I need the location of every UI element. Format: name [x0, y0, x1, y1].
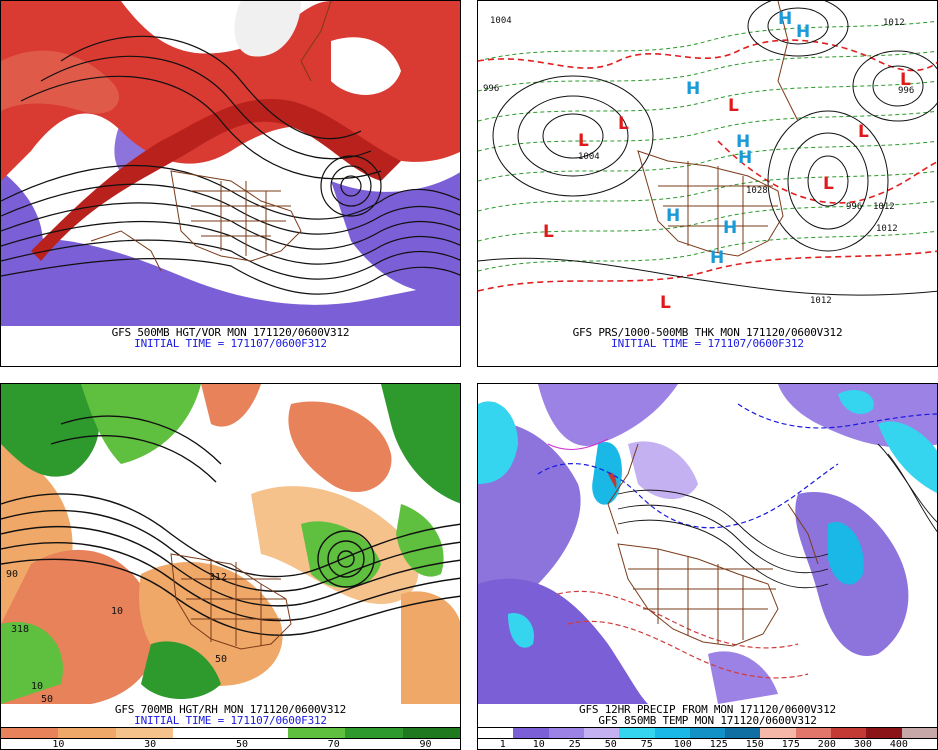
- legend-swatch: [287, 728, 347, 738]
- legend-swatch: [901, 728, 937, 738]
- high-pressure-label: H: [738, 148, 752, 168]
- legend-tick-label: 30: [144, 739, 157, 750]
- isobar-value: 1012: [810, 296, 832, 306]
- pressure-thickness-map: L L L L L L L L H H H H H H H H 1004 101…: [478, 1, 937, 326]
- legend-swatch: [115, 728, 175, 738]
- caption-line-2: INITIAL TIME = 171107/0600F312: [611, 337, 804, 350]
- legend-swatch: [513, 728, 550, 738]
- low-pressure-label: L: [618, 114, 629, 134]
- legend-tick-label: 150: [745, 739, 764, 750]
- contour-value: 318: [11, 624, 29, 635]
- caption-line-1: GFS 700MB HGT/RH MON 171120/0600V312: [114, 703, 347, 716]
- high-pressure-label: H: [666, 206, 680, 226]
- high-pressure-label: H: [723, 218, 737, 238]
- isobar-value: 1028: [746, 186, 768, 196]
- isobar-value: 996: [846, 202, 862, 212]
- isobar-value: 1012: [883, 18, 905, 28]
- legend-swatch: [58, 728, 117, 738]
- precipitation-map-graphic: [478, 384, 937, 704]
- legend-tick-label: 10: [52, 739, 65, 750]
- legend-tick-label: 175: [781, 739, 800, 750]
- caption-line-1: GFS 500MB HGT/VOR MON 171120/0600V312: [111, 326, 350, 339]
- low-pressure-label: L: [823, 174, 834, 194]
- high-pressure-label: H: [710, 248, 724, 268]
- legend-tick-label: 300: [853, 739, 872, 750]
- legend-swatch: [345, 728, 404, 738]
- low-pressure-label: L: [660, 293, 671, 313]
- pressure-map-graphic: L L L L L L L L H H H H H H H H 1004 101…: [478, 1, 937, 326]
- isobar-value: 1004: [578, 152, 600, 162]
- isobar-value: 1004: [490, 16, 512, 26]
- isobar-value: 1012: [876, 224, 898, 234]
- legend-tick-label: 50: [235, 739, 248, 750]
- contour-value: 90: [6, 569, 18, 580]
- vorticity-map: [1, 1, 460, 326]
- high-pressure-label: H: [736, 132, 750, 152]
- legend-tick-label: 90: [419, 739, 432, 750]
- legend-swatch: [795, 728, 832, 738]
- legend-swatch: [760, 728, 797, 738]
- low-pressure-label: L: [578, 131, 589, 151]
- humidity-map-graphic: 312 318 90 10 50 50 10: [1, 384, 460, 704]
- legend-tick-label: 75: [640, 739, 653, 750]
- low-pressure-label: L: [858, 122, 869, 142]
- high-pressure-label: H: [778, 9, 792, 29]
- legend-swatch: [689, 728, 727, 738]
- legend-swatch: [831, 728, 868, 738]
- precipitation-map: [478, 384, 937, 704]
- panel-700mb-humidity: 312 318 90 10 50 50 10 GFS 700MB HGT/RH …: [0, 383, 461, 750]
- low-pressure-label: L: [543, 222, 554, 242]
- legend-swatch: [583, 728, 621, 738]
- high-pressure-label: H: [796, 22, 810, 42]
- panel-pressure-thickness: L L L L L L L L H H H H H H H H 1004 101…: [477, 0, 938, 367]
- isobar-value: 996: [898, 86, 914, 96]
- legend-tick-label: 100: [673, 739, 692, 750]
- legend-tick-label: 70: [327, 739, 340, 750]
- precip-color-legend: [478, 727, 937, 739]
- contour-value: 50: [41, 694, 53, 704]
- high-pressure-label: H: [686, 79, 700, 99]
- legend-tick-label: 200: [817, 739, 836, 750]
- isobar-value: 1012: [873, 202, 895, 212]
- contour-value: 312: [209, 572, 227, 583]
- caption-line-1: GFS 12HR PRECIP FROM MON 171120/0600V312: [579, 703, 836, 716]
- legend-swatch: [230, 728, 289, 738]
- legend-swatch: [548, 728, 585, 738]
- caption-line-2: INITIAL TIME = 171107/0600F312: [134, 337, 327, 350]
- humidity-legend-ticks: 10 30 50 70 90: [1, 739, 460, 750]
- contour-value: 50: [215, 654, 227, 665]
- legend-tick-label: 10: [532, 739, 545, 750]
- humidity-color-legend: [1, 727, 460, 739]
- legend-swatch: [866, 728, 903, 738]
- legend-swatch: [654, 728, 691, 738]
- legend-swatch: [173, 728, 232, 738]
- isobar-value: 996: [483, 84, 499, 94]
- low-pressure-label: L: [728, 96, 739, 116]
- legend-tick-label: 25: [568, 739, 581, 750]
- legend-swatch: [402, 728, 460, 738]
- legend-tick-label: 50: [604, 739, 617, 750]
- legend-tick-label: 125: [709, 739, 728, 750]
- panel-500mb-vorticity: GFS 500MB HGT/VOR MON 171120/0600V312 IN…: [0, 0, 461, 367]
- legend-swatch: [478, 728, 515, 738]
- panel-precip-850mb-temp: GFS 12HR PRECIP FROM MON 171120/0600V312…: [477, 383, 938, 750]
- low-pressure-label: L: [900, 70, 911, 90]
- caption-line-2: INITIAL TIME = 171107/0600F312: [134, 714, 327, 727]
- humidity-map: 312 318 90 10 50 50 10: [1, 384, 460, 704]
- vorticity-map-graphic: [1, 1, 460, 326]
- legend-tick-label: 1: [499, 739, 506, 750]
- legend-swatch: [1, 728, 60, 738]
- legend-swatch: [619, 728, 656, 738]
- contour-value: 10: [31, 681, 43, 692]
- contour-value: 10: [111, 606, 123, 617]
- caption-line-2: GFS 850MB TEMP MON 171120/0600V312: [598, 714, 817, 727]
- legend-tick-label: 400: [889, 739, 908, 750]
- precip-legend-ticks: 1 10 25 50 75 100 125 150 175 200 300 400: [478, 739, 937, 750]
- legend-swatch: [725, 728, 762, 738]
- caption-line-1: GFS PRS/1000-500MB THK MON 171120/0600V3…: [572, 326, 843, 339]
